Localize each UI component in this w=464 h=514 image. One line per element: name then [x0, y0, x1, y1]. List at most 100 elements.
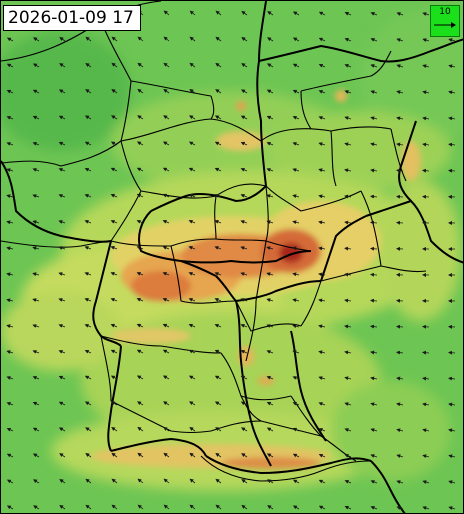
wind-arrow [6, 168, 14, 173]
wind-arrow [58, 298, 66, 302]
wind-arrow [266, 168, 274, 172]
wind-arrow [136, 219, 144, 224]
wind-arrow [188, 141, 196, 146]
wind-arrow [32, 63, 40, 68]
wind-arrow [163, 10, 170, 16]
wind-arrow [136, 375, 144, 380]
wind-arrow [32, 350, 40, 354]
wind-arrow [136, 141, 144, 146]
wind-arrow [32, 453, 40, 458]
wind-arrow [59, 63, 66, 68]
wind-arrow [292, 168, 300, 172]
wind-arrow [422, 428, 430, 433]
wind-arrow [214, 246, 222, 250]
wind-arrow [111, 36, 118, 42]
wind-arrow [240, 220, 248, 224]
wind-arrow [215, 504, 222, 510]
wind-arrow [188, 245, 196, 250]
wind-arrow [137, 62, 144, 68]
wind-arrow [6, 505, 14, 510]
wind-arrow [318, 168, 326, 173]
wind-arrow [318, 194, 326, 199]
wind-arrow [422, 350, 430, 355]
wind-arrow [163, 62, 170, 68]
wind-arrow [163, 478, 170, 484]
wind-arrow [344, 428, 352, 432]
wind-arrow [266, 272, 274, 277]
wind-arrow [136, 193, 144, 198]
wind-arrow [267, 505, 274, 510]
wind-arrow [266, 350, 274, 354]
wind-arrow [85, 36, 92, 42]
wind-arrow [266, 220, 274, 225]
wind-arrow [292, 350, 300, 355]
wind-arrow [292, 427, 300, 432]
wind-arrow [344, 246, 352, 251]
wind-arrow [188, 167, 196, 172]
wind-arrow [240, 272, 248, 276]
wind-arrow [110, 323, 118, 328]
wind-arrow [422, 90, 430, 95]
wind-arrow [136, 323, 144, 328]
wind-arrow [422, 12, 430, 16]
wind-arrow [84, 167, 92, 172]
wind-arrow [163, 88, 170, 94]
wind-arrow [422, 142, 430, 147]
wind-arrow [370, 220, 378, 225]
wind-arrow [32, 220, 40, 225]
wind-arrow [240, 349, 248, 354]
wind-arrow [214, 401, 222, 406]
wind-arrow [318, 298, 326, 303]
wind-arrow [110, 193, 118, 198]
wind-arrow [215, 452, 222, 458]
wind-arrow [110, 271, 118, 276]
wind-arrow [318, 220, 326, 225]
wind-arrow [344, 116, 352, 121]
wind-arrow [318, 63, 326, 68]
wind-arrow [344, 11, 352, 16]
wind-arrow [344, 376, 352, 381]
wind-arrow [189, 62, 196, 68]
wind-arrow [188, 349, 196, 354]
wind-arrow [370, 64, 378, 68]
wind-arrow [58, 89, 66, 94]
wind-arrow [188, 298, 196, 302]
wind-arrow [162, 167, 170, 172]
wind-arrow [111, 504, 118, 510]
wind-arrow [370, 350, 378, 355]
wind-arrow [344, 63, 352, 68]
wind-scale-arrow-icon [434, 22, 456, 28]
wind-arrow [58, 401, 66, 406]
wind-arrow [370, 376, 378, 381]
wind-arrow [344, 272, 352, 277]
wind-arrow [32, 115, 40, 120]
wind-arrow [6, 246, 14, 251]
wind-arrow [448, 116, 456, 121]
wind-arrow [214, 220, 222, 224]
wind-arrow [318, 246, 326, 251]
wind-arrow [292, 272, 300, 277]
wind-arrow [344, 454, 352, 458]
wind-arrow [370, 324, 378, 329]
wind-arrow [240, 375, 248, 380]
wind-arrow [137, 36, 144, 42]
wind-arrow [162, 193, 170, 198]
wind-arrow [240, 298, 248, 302]
wind-arrow [266, 401, 274, 406]
wind-arrow [396, 38, 404, 42]
wind-arrow [58, 427, 66, 432]
wind-arrow [59, 37, 66, 42]
wind-arrow [32, 401, 40, 406]
wind-arrow [6, 324, 14, 329]
wind-arrow [292, 401, 300, 406]
wind-arrow [292, 37, 300, 42]
wind-arrow [292, 142, 300, 146]
wind-arrow [266, 141, 274, 146]
wind-arrow [422, 64, 430, 69]
wind-arrow [318, 402, 326, 406]
wind-arrow [111, 478, 118, 484]
wind-arrow [448, 90, 456, 95]
wind-arrow [370, 116, 378, 121]
